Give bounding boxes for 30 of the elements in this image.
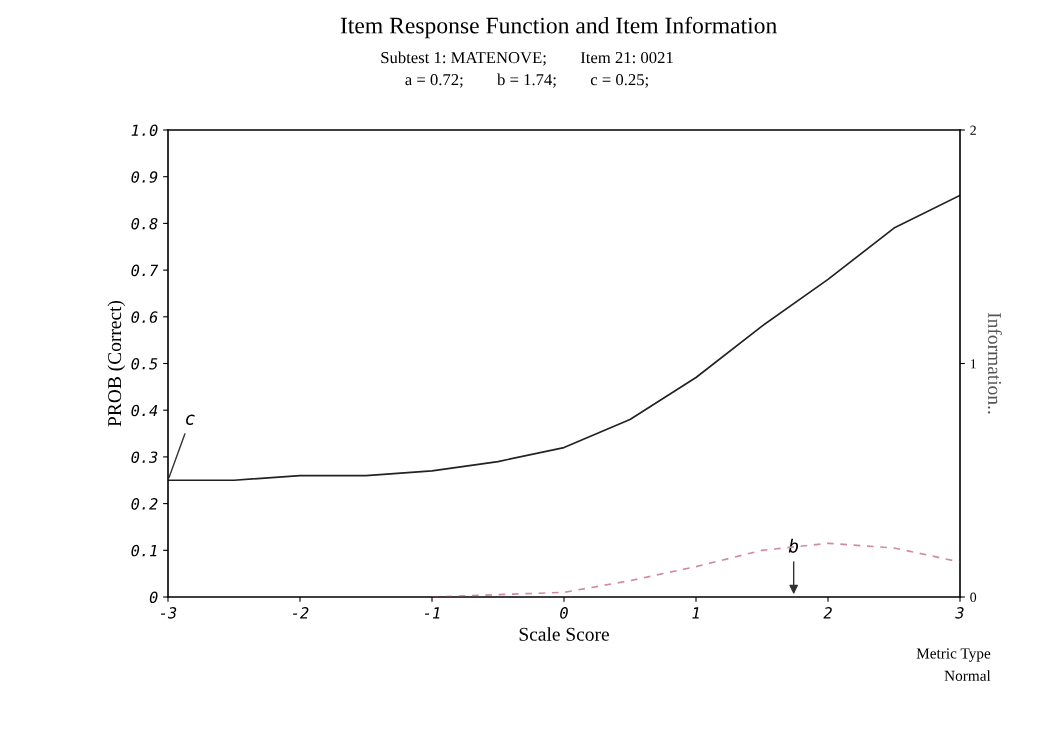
y-tick-label: 0.4 — [131, 404, 158, 417]
x-tick-label: 1 — [692, 607, 699, 619]
y-tick-label: 0 — [149, 591, 158, 604]
y-tick-label: 0.1 — [131, 544, 157, 557]
y2-tick-label: 0 — [970, 592, 977, 602]
line-series — [168, 194, 960, 482]
chart-subtitle: Subtest 1: MATENOVE; Item 21: 0021 a = 0.72; b = 1.74; c = 0.25; — [381, 51, 673, 88]
x-tick-label: 0 — [560, 607, 568, 619]
y-tick-label: 0.8 — [131, 217, 158, 230]
y-tick-label: 0.2 — [131, 498, 158, 510]
y-tick-label: 1.0 — [131, 124, 158, 137]
y-tick-label: 0.6 — [131, 311, 158, 323]
y2-tick-label: 1 — [970, 359, 976, 369]
text: Metric Type Normal — [916, 648, 991, 681]
y2-tick-label: 2 — [970, 125, 976, 135]
x-tick-label: 3 — [955, 607, 964, 619]
y2-axis-title: Information.. — [987, 312, 1002, 414]
x-tick-label: -2 — [293, 607, 309, 619]
y-tick-label: 0.3 — [131, 451, 158, 463]
y-tick-label: 0.5 — [131, 358, 158, 370]
y-tick-label: 0.9 — [131, 171, 158, 183]
annotation: b — [788, 538, 799, 553]
x-tick-label: -3 — [161, 607, 177, 619]
x-tick-label: 2 — [823, 607, 832, 619]
x-tick-label: -1 — [425, 607, 440, 619]
x-axis-title: Scale Score — [519, 627, 609, 641]
annotation: c — [186, 414, 195, 425]
y-tick-label: 0.7 — [131, 264, 159, 277]
chart-title: Item Response Function and Item Information — [340, 16, 777, 39]
y-axis-title: PROB (Correct) — [107, 300, 126, 427]
